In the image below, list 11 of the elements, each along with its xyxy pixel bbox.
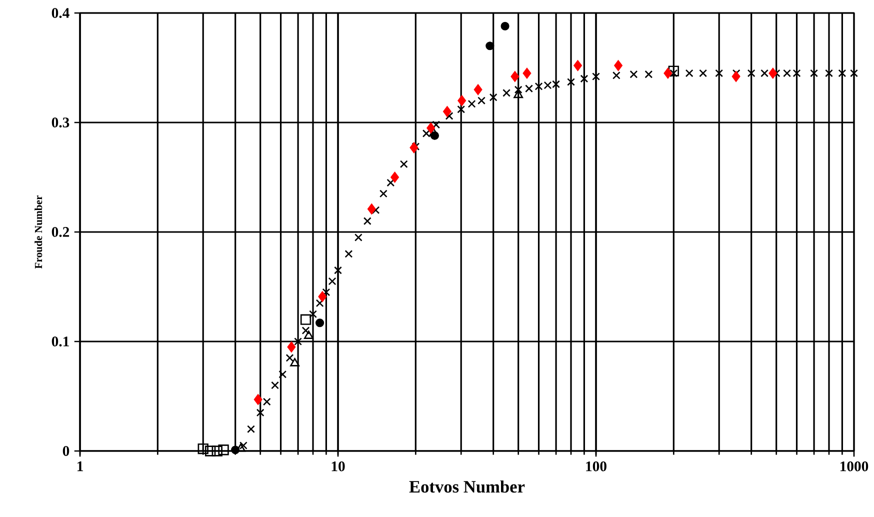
x-axis-title: Eotvos Number bbox=[409, 480, 525, 493]
y-tick-label: 0.4 bbox=[52, 8, 70, 18]
y-tick-label: 0.1 bbox=[52, 336, 69, 346]
x-tick-label: 1 bbox=[78, 461, 83, 472]
y-tick-label: 0 bbox=[62, 446, 70, 456]
y-tick-label: 0.3 bbox=[52, 118, 70, 128]
y-axis-title: Froude Number bbox=[34, 195, 42, 269]
x-tick-label: 100 bbox=[586, 461, 606, 472]
x-tick-label: 10 bbox=[332, 461, 345, 472]
y-tick-label: 0.2 bbox=[52, 227, 70, 237]
x-tick-label: 1000 bbox=[840, 461, 868, 472]
